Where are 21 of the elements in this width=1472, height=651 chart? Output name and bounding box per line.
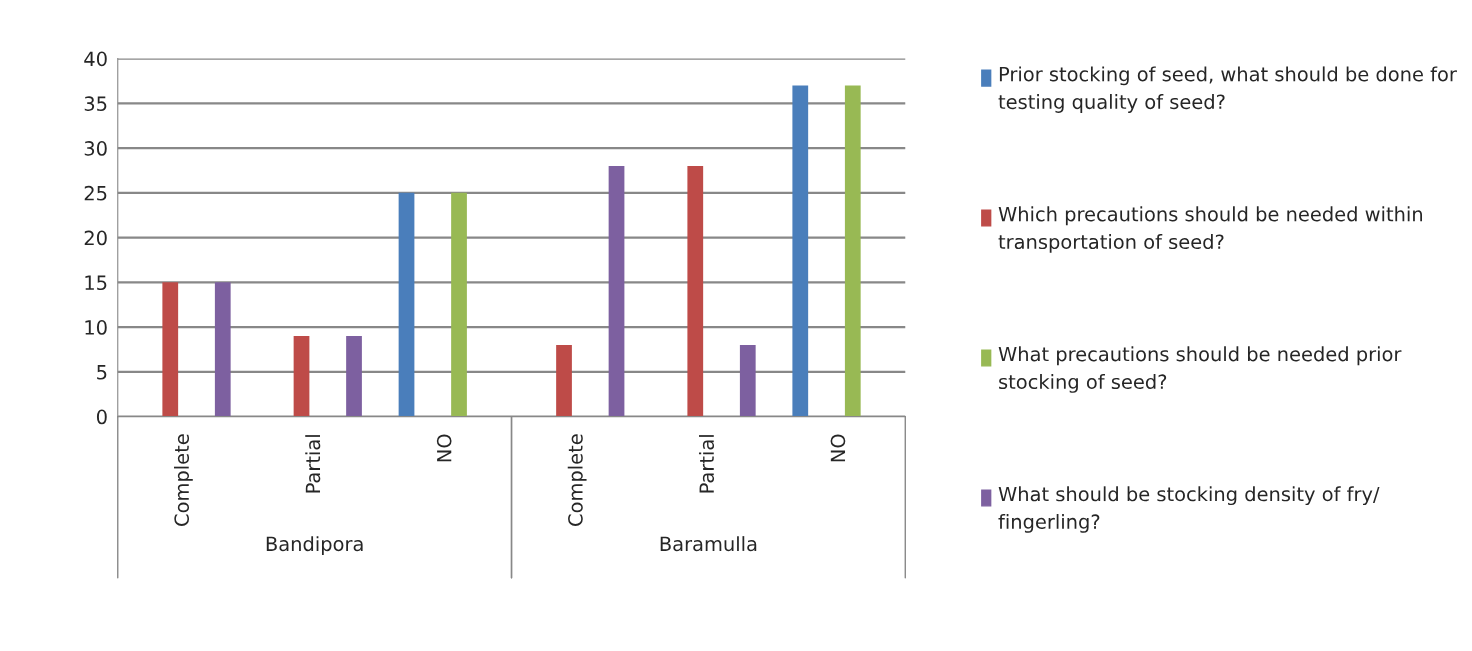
x-tick-label: NO [830, 434, 846, 462]
y-tick-label: 25 [84, 185, 107, 201]
y-tick-label: 40 [84, 51, 107, 67]
y-tick-label: 15 [85, 275, 107, 291]
text: Bandipora [266, 536, 363, 555]
legend-label: What should be stocking density of fry/ fingerling? [998, 486, 1380, 533]
text: Baramulla [660, 536, 757, 552]
x-tick-label: NO [436, 434, 452, 462]
legend-label: Prior stocking of seed, what should be done for testing quality of seed? [998, 66, 1457, 113]
y-tick-label: 30 [84, 141, 107, 156]
y-tick-label: 0 [96, 409, 107, 425]
legend-label: Which precautions should be needed within transportation of seed? [998, 206, 1423, 253]
y-tick-label: 35 [84, 96, 107, 112]
y-tick-label: 5 [97, 365, 107, 380]
x-tick-label: Partial [698, 435, 715, 493]
x-tick-label: Partial [305, 435, 321, 493]
x-tick-label: Complete [173, 434, 193, 526]
y-tick-label: 10 [85, 320, 107, 335]
legend-label: What precautions should be needed prior stocking of seed? [998, 346, 1402, 393]
y-tick-label: 20 [84, 230, 107, 246]
x-tick-label: Complete [567, 434, 587, 526]
